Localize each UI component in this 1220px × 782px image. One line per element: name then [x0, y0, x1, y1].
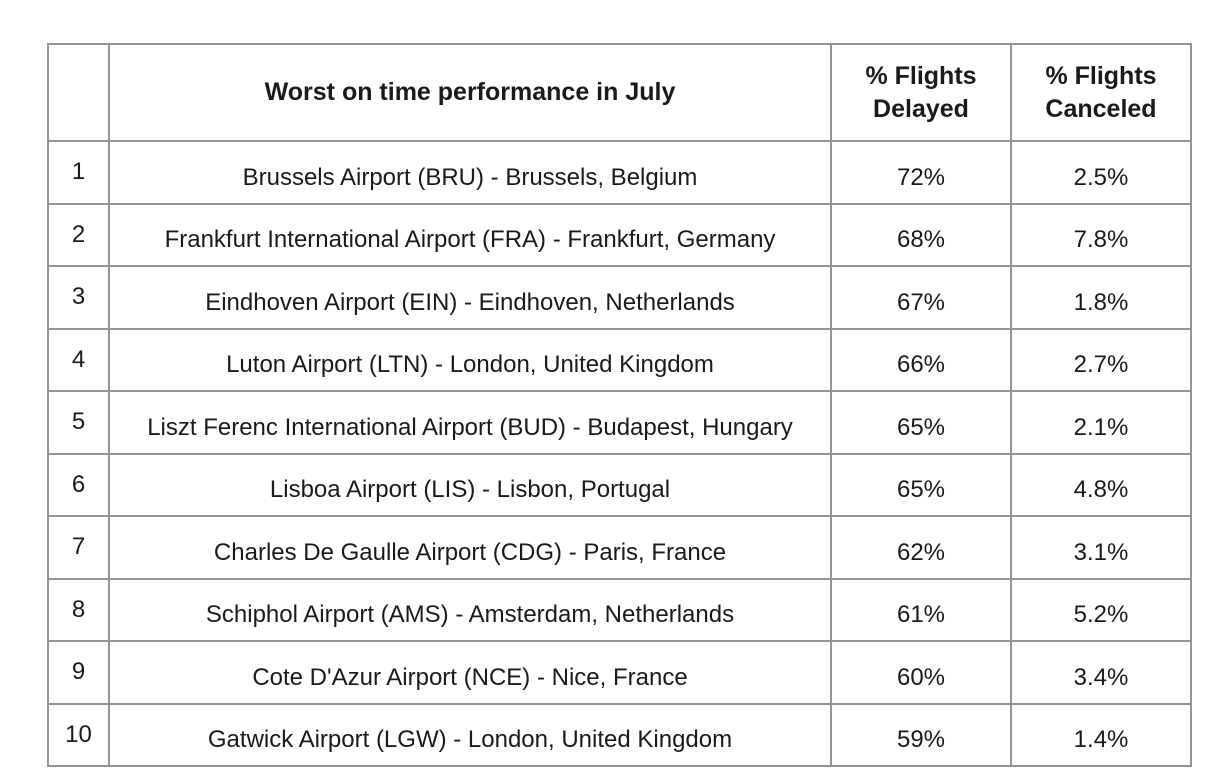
canceled-value-cell: 7.8%	[1010, 202, 1192, 267]
table-body: 1 Brussels Airport (BRU) - Brussels, Bel…	[47, 140, 1192, 767]
delayed-value-cell: 65%	[830, 452, 1012, 517]
rank-cell: 2	[47, 202, 110, 267]
airport-name-cell: Lisboa Airport (LIS) - Lisbon, Portugal	[108, 452, 832, 517]
canceled-value-cell: 4.8%	[1010, 452, 1192, 517]
table-row: 10 Gatwick Airport (LGW) - London, Unite…	[47, 702, 1192, 767]
airport-name-cell: Schiphol Airport (AMS) - Amsterdam, Neth…	[108, 577, 832, 642]
airport-name-cell: Frankfurt International Airport (FRA) - …	[108, 202, 832, 267]
canceled-value-cell: 5.2%	[1010, 577, 1192, 642]
rank-cell: 8	[47, 577, 110, 642]
canceled-column-header: % Flights Canceled	[1010, 43, 1192, 142]
airport-name-cell: Eindhoven Airport (EIN) - Eindhoven, Net…	[108, 265, 832, 330]
rank-cell: 10	[47, 702, 110, 767]
canceled-value-cell: 1.4%	[1010, 702, 1192, 767]
table-row: 1 Brussels Airport (BRU) - Brussels, Bel…	[47, 140, 1192, 205]
delayed-column-header: % Flights Delayed	[830, 43, 1012, 142]
delayed-value-cell: 72%	[830, 140, 1012, 205]
delayed-value-cell: 59%	[830, 702, 1012, 767]
canceled-value-cell: 2.1%	[1010, 390, 1192, 455]
table-header: Worst on time performance in July % Flig…	[47, 43, 1192, 142]
table-row: 4 Luton Airport (LTN) - London, United K…	[47, 327, 1192, 392]
airport-name-cell: Liszt Ferenc International Airport (BUD)…	[108, 390, 832, 455]
table-row: 3 Eindhoven Airport (EIN) - Eindhoven, N…	[47, 265, 1192, 330]
canceled-value-cell: 2.7%	[1010, 327, 1192, 392]
rank-cell: 7	[47, 515, 110, 580]
table-row: 5 Liszt Ferenc International Airport (BU…	[47, 390, 1192, 455]
rank-cell: 9	[47, 640, 110, 705]
canceled-value-cell: 3.4%	[1010, 640, 1192, 705]
airport-name-cell: Cote D'Azur Airport (NCE) - Nice, France	[108, 640, 832, 705]
rank-cell: 6	[47, 452, 110, 517]
airport-name-cell: Gatwick Airport (LGW) - London, United K…	[108, 702, 832, 767]
table-row: 9 Cote D'Azur Airport (NCE) - Nice, Fran…	[47, 640, 1192, 705]
delayed-value-cell: 61%	[830, 577, 1012, 642]
table-row: 8 Schiphol Airport (AMS) - Amsterdam, Ne…	[47, 577, 1192, 642]
delayed-value-cell: 65%	[830, 390, 1012, 455]
airport-name-cell: Brussels Airport (BRU) - Brussels, Belgi…	[108, 140, 832, 205]
delayed-value-cell: 67%	[830, 265, 1012, 330]
canceled-value-cell: 3.1%	[1010, 515, 1192, 580]
header-row: Worst on time performance in July % Flig…	[47, 43, 1192, 142]
airport-name-cell: Luton Airport (LTN) - London, United Kin…	[108, 327, 832, 392]
rank-column-header	[47, 43, 110, 142]
rank-cell: 3	[47, 265, 110, 330]
on-time-performance-table: Worst on time performance in July % Flig…	[47, 43, 1192, 767]
table-title: Worst on time performance in July	[108, 43, 832, 142]
airport-name-cell: Charles De Gaulle Airport (CDG) - Paris,…	[108, 515, 832, 580]
rank-cell: 4	[47, 327, 110, 392]
rank-cell: 5	[47, 390, 110, 455]
delayed-value-cell: 60%	[830, 640, 1012, 705]
delayed-value-cell: 66%	[830, 327, 1012, 392]
rank-cell: 1	[47, 140, 110, 205]
table-row: 2 Frankfurt International Airport (FRA) …	[47, 202, 1192, 267]
delayed-value-cell: 68%	[830, 202, 1012, 267]
canceled-value-cell: 2.5%	[1010, 140, 1192, 205]
delayed-value-cell: 62%	[830, 515, 1012, 580]
table-row: 6 Lisboa Airport (LIS) - Lisbon, Portuga…	[47, 452, 1192, 517]
canceled-value-cell: 1.8%	[1010, 265, 1192, 330]
table-row: 7 Charles De Gaulle Airport (CDG) - Pari…	[47, 515, 1192, 580]
on-time-performance-table-container: Worst on time performance in July % Flig…	[47, 43, 1192, 767]
